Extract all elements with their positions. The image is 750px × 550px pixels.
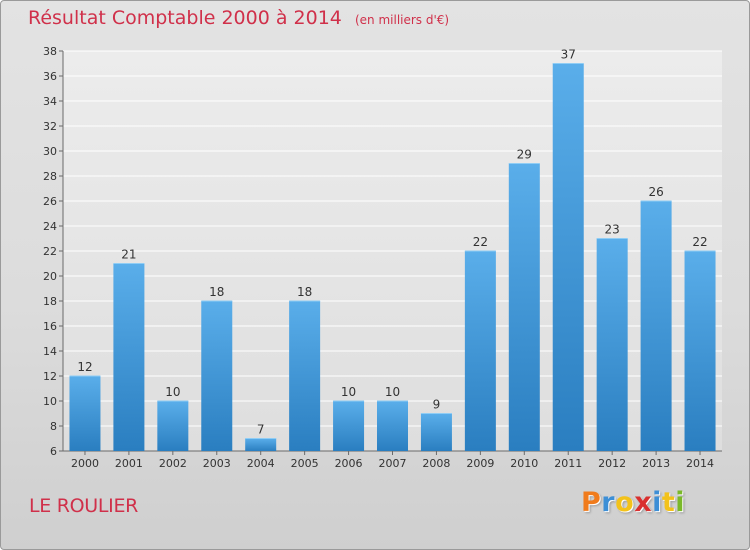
x-tick-label: 2006 xyxy=(335,457,363,470)
logo-letter: o xyxy=(615,487,635,518)
bar-2011 xyxy=(552,63,584,451)
x-tick-label: 2001 xyxy=(115,457,143,470)
y-tick-label: 34 xyxy=(43,95,57,108)
x-tick-label: 2004 xyxy=(247,457,275,470)
bar-2007 xyxy=(377,401,408,451)
x-tick-label: 2008 xyxy=(422,457,450,470)
data-label-2009: 22 xyxy=(473,235,488,249)
bar-2013 xyxy=(640,201,672,451)
data-label-2012: 23 xyxy=(605,223,620,237)
x-tick-label: 2014 xyxy=(686,457,714,470)
logo-letter: t xyxy=(661,487,676,518)
logo-letter: i xyxy=(652,487,662,518)
x-tick-label: 2002 xyxy=(159,457,187,470)
data-label-2002: 10 xyxy=(165,385,180,399)
data-label-2003: 18 xyxy=(209,285,224,299)
y-tick-label: 14 xyxy=(43,345,57,358)
bar-2014 xyxy=(684,251,716,451)
x-tick-label: 2000 xyxy=(71,457,99,470)
bar-2005 xyxy=(289,301,321,451)
y-tick-label: 20 xyxy=(43,270,57,283)
data-label-2014: 22 xyxy=(692,235,707,249)
y-tick-label: 38 xyxy=(43,45,57,58)
x-tick-label: 2011 xyxy=(554,457,582,470)
y-tick-label: 12 xyxy=(43,370,57,383)
proxiti-logo: Proxiti xyxy=(581,487,685,518)
bar-2000 xyxy=(69,376,101,451)
bar-2004 xyxy=(245,438,277,451)
y-tick-label: 16 xyxy=(43,320,57,333)
bar-2012 xyxy=(596,238,628,451)
y-tick-label: 28 xyxy=(43,170,57,183)
y-tick-label: 30 xyxy=(43,145,57,158)
logo-letter: x xyxy=(634,487,653,518)
x-tick-label: 2012 xyxy=(598,457,626,470)
logo-letter: r xyxy=(601,487,616,518)
data-label-2010: 29 xyxy=(517,148,532,162)
x-tick-label: 2007 xyxy=(379,457,407,470)
data-label-2005: 18 xyxy=(297,285,312,299)
logo-letter: P xyxy=(581,487,602,518)
y-tick-label: 8 xyxy=(50,420,57,433)
bar-2008 xyxy=(420,413,452,451)
y-tick-label: 24 xyxy=(43,220,57,233)
y-tick-label: 32 xyxy=(43,120,57,133)
y-tick-label: 6 xyxy=(50,445,57,458)
logo-letter: i xyxy=(675,487,686,518)
data-label-2004: 7 xyxy=(257,423,265,437)
chart-title: Résultat Comptable 2000 à 2014 xyxy=(28,7,342,29)
data-label-2008: 9 xyxy=(433,398,441,412)
data-label-2013: 26 xyxy=(648,185,663,199)
data-label-2011: 37 xyxy=(561,48,576,62)
bar-2001 xyxy=(113,263,145,451)
y-tick-label: 18 xyxy=(43,295,57,308)
y-tick-label: 36 xyxy=(43,70,57,83)
data-label-2006: 10 xyxy=(341,385,356,399)
bar-2009 xyxy=(464,251,496,451)
data-label-2000: 12 xyxy=(77,360,92,374)
y-tick-label: 22 xyxy=(43,245,57,258)
commune-name: LE ROULIER xyxy=(29,495,139,517)
y-tick-label: 26 xyxy=(43,195,57,208)
data-label-2007: 10 xyxy=(385,385,400,399)
y-tick-label: 10 xyxy=(43,395,57,408)
chart-subtitle: (en milliers d'€) xyxy=(354,13,450,27)
data-label-2001: 21 xyxy=(121,248,136,262)
chart-title-block: Résultat Comptable 2000 à 2014 (en milli… xyxy=(28,7,449,29)
x-tick-label: 2005 xyxy=(291,457,319,470)
bar-2006 xyxy=(333,401,365,451)
x-tick-label: 2009 xyxy=(466,457,494,470)
bar-2002 xyxy=(157,401,189,451)
x-tick-label: 2010 xyxy=(510,457,538,470)
bar-2003 xyxy=(201,301,233,451)
bar-2010 xyxy=(508,163,540,451)
x-tick-label: 2013 xyxy=(642,457,670,470)
x-tick-label: 2003 xyxy=(203,457,231,470)
